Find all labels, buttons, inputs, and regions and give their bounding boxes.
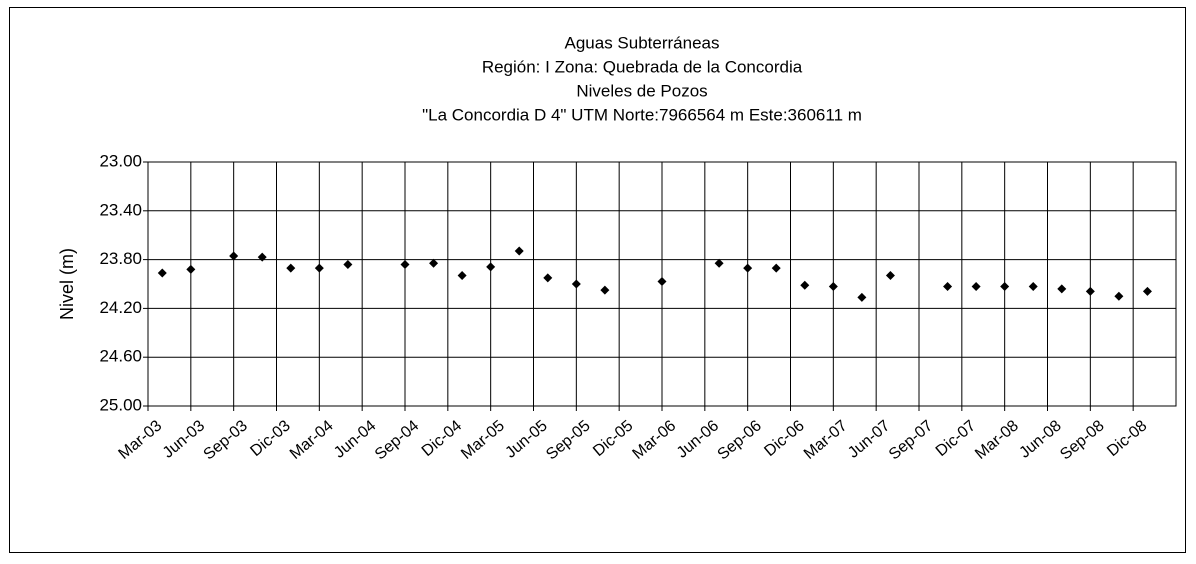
marker [1085,286,1095,296]
marker [1028,281,1038,291]
marker [457,270,467,280]
chart-title: Región: I Zona: Quebrada de la Concordia [482,57,803,76]
chart-title: "La Concordia D 4" UTM Norte:7966564 m E… [422,105,862,124]
plot-area [147,161,1177,407]
marker [514,246,524,256]
marker [828,281,838,291]
y-tick-label: 23.80 [99,249,142,268]
marker [286,263,296,273]
marker [1114,291,1124,301]
marker [657,277,667,287]
y-tick-label: 24.20 [99,298,142,317]
chart-title: Aguas Subterráneas [565,33,720,52]
y-axis-label: Nivel (m) [57,248,77,320]
marker [714,258,724,268]
marker [771,263,781,273]
marker [1057,284,1067,294]
marker [885,270,895,280]
chart-border [9,7,1186,553]
y-tick-label: 23.00 [99,151,142,170]
marker [400,259,410,269]
marker [1142,286,1152,296]
marker [943,281,953,291]
marker [229,251,239,261]
chart-title: Niveles de Pozos [576,81,707,100]
marker [343,259,353,269]
marker [571,279,581,289]
marker [257,252,267,262]
marker [543,273,553,283]
marker [429,258,439,268]
marker [186,264,196,274]
marker [743,263,753,273]
marker [800,280,810,290]
marker [971,281,981,291]
y-tick-label: 24.60 [99,347,142,366]
marker [857,292,867,302]
marker [157,268,167,278]
marker [486,262,496,272]
y-tick-label: 25.00 [99,395,142,414]
marker [600,285,610,295]
marker [1000,281,1010,291]
y-tick-label: 23.40 [99,200,142,219]
marker [314,263,324,273]
